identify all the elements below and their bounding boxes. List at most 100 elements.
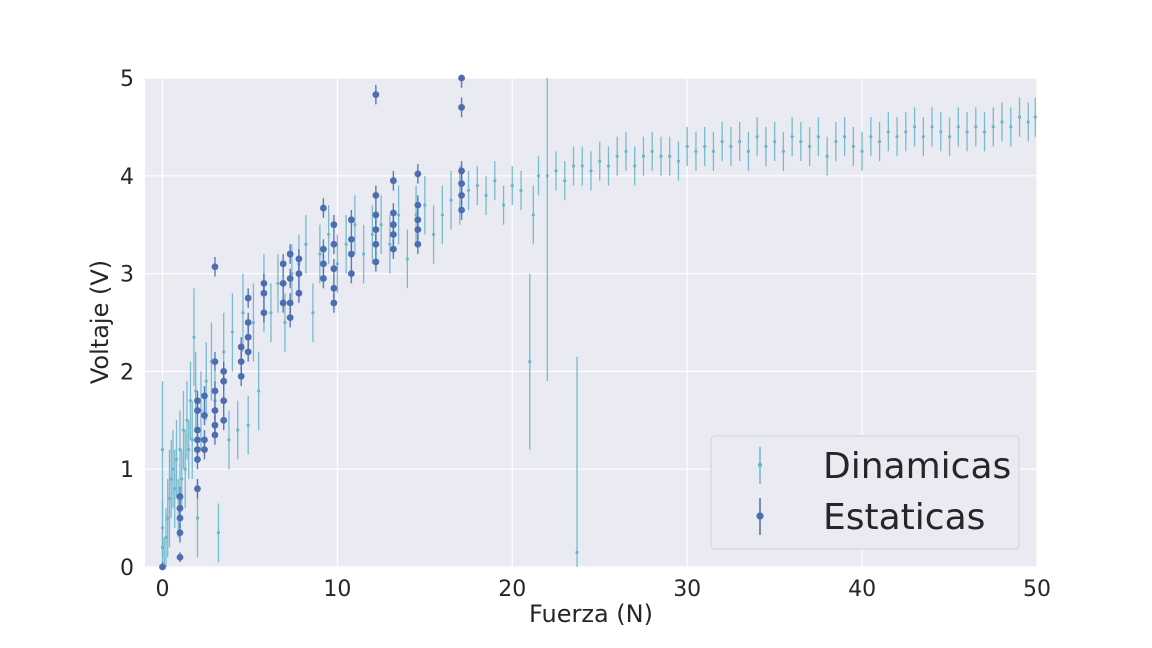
data-point [183,467,187,471]
data-point [389,231,397,238]
data-point [458,206,465,214]
data-point [405,257,409,261]
data-point [1026,120,1030,124]
x-tick-label: 50 [1023,577,1051,602]
data-point [440,213,444,217]
data-point [860,149,864,153]
data-point [982,130,987,134]
data-point [246,423,250,427]
y-tick-label: 3 [120,263,134,288]
data-point [431,232,436,237]
data-point [930,125,934,129]
y-tick-label: 5 [120,67,134,92]
data-point [668,154,672,158]
y-tick-label: 1 [120,458,134,483]
data-point [244,348,252,356]
data-point [347,216,355,224]
data-point [194,426,201,434]
data-point [344,242,348,246]
data-point [159,563,166,571]
data-point [347,250,355,258]
data-point [641,154,646,158]
data-point [580,164,584,168]
data-point [773,139,777,144]
data-point [563,179,567,183]
data-point [372,211,380,219]
data-point [389,221,397,229]
data-point [389,209,397,217]
data-point [327,232,331,237]
data-point [685,144,689,149]
data-point [227,438,231,442]
data-point [414,240,422,248]
data-point [843,135,847,139]
x-tick-label: 10 [323,577,351,602]
data-point [510,183,514,188]
data-point [320,245,327,253]
x-tick-label: 40 [848,577,876,602]
data-point [164,536,168,540]
data-point [330,240,338,248]
data-point [194,485,201,493]
data-point [194,397,201,405]
data-point [414,170,422,178]
data-point [201,392,208,400]
data-point [201,412,208,419]
legend: Dinamicas Estaticas [710,435,1020,550]
data-point [269,311,273,315]
data-point [372,91,380,99]
data-point [330,284,338,292]
data-point [176,529,184,537]
data-point [295,255,303,263]
data-point [347,270,355,277]
data-point [211,263,219,271]
x-tick-label: 20 [498,577,526,602]
data-point [244,319,252,326]
data-point [220,397,228,405]
data-point [703,144,707,149]
data-point [869,135,873,139]
data-point [606,164,611,168]
data-point [347,235,355,243]
data-point [921,135,925,139]
data-point [320,204,327,212]
data-point [211,407,219,414]
data-point [633,164,637,168]
data-point [237,343,245,351]
data-point [204,379,208,383]
data-point [237,372,245,380]
data-point [912,125,917,129]
data-point [330,265,338,273]
data-point [176,553,184,561]
data-point [286,314,294,322]
data-point [493,179,497,183]
data-point [458,180,465,188]
data-point [279,299,287,307]
data-point [388,242,392,246]
x-tick-label: 30 [673,577,701,602]
data-point [330,221,338,229]
data-point [353,223,357,227]
data-point [720,139,724,144]
data-point [260,279,268,287]
data-point [188,399,193,403]
data-point [571,164,576,168]
data-point [676,159,681,163]
data-point [304,242,308,246]
data-point [176,504,184,512]
data-point [222,350,226,354]
data-point [484,193,488,197]
data-point [575,550,579,554]
data-point [501,203,506,207]
y-tick-label: 2 [120,360,134,385]
data-point [286,299,294,307]
y-axis-label: Voltaje (V) [86,260,114,384]
data-point [458,167,465,175]
data-point [237,358,245,366]
data-point [397,213,401,217]
data-point [194,389,198,393]
legend-label-estaticas: Estaticas [823,497,985,538]
data-point [1033,115,1037,119]
data-point [167,496,172,501]
